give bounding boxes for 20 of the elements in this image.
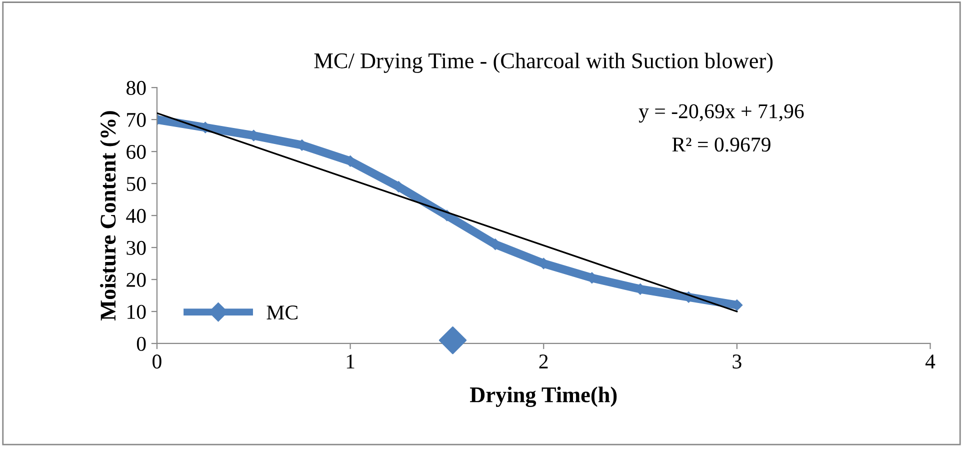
annotation: y = -20,69x + 71,96 <box>638 104 804 123</box>
y-tick-label: 30 <box>126 240 146 255</box>
legend-label: MC <box>266 306 298 320</box>
annotation: R² = 0.9679 <box>672 138 770 152</box>
x-tick-label: 2 <box>539 354 548 368</box>
x-tick-label: 4 <box>925 354 936 368</box>
y-tick-label: 40 <box>126 208 146 223</box>
y-tick-label: 70 <box>127 112 146 127</box>
x-axis-title: Drying Time(h) <box>470 386 617 408</box>
y-tick-label: 50 <box>126 176 146 191</box>
x-tick-label: 1 <box>346 354 354 368</box>
x-tick-label: 0 <box>152 354 162 369</box>
y-tick-label: 10 <box>128 304 146 319</box>
y-tick-label: 20 <box>126 272 146 287</box>
y-tick-label: 0 <box>136 336 146 351</box>
y-tick-label: 60 <box>126 144 146 159</box>
y-tick-label: 80 <box>126 80 146 95</box>
chart-title: MC/ Drying Time - (Charcoal with Suction blower) <box>314 52 773 73</box>
y-axis-title: Moisture Content (%) <box>100 111 120 320</box>
x-tick-label: 3 <box>732 354 742 369</box>
